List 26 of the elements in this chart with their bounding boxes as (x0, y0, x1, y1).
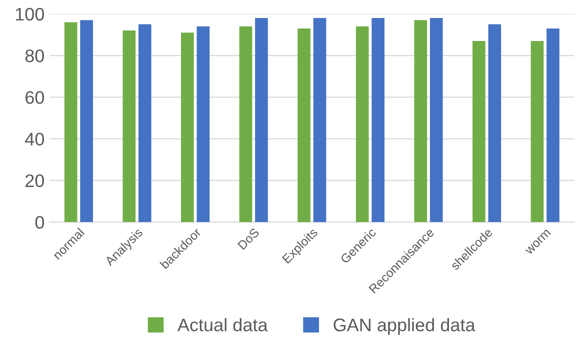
bar (356, 26, 369, 222)
y-tick-label: 60 (26, 91, 44, 104)
bar (430, 18, 443, 222)
bar (546, 28, 560, 222)
legend-label: GAN applied data (334, 318, 476, 335)
bar (313, 18, 326, 222)
bar (488, 24, 502, 222)
bar (196, 26, 210, 222)
bar (372, 18, 384, 222)
bar (530, 40, 544, 222)
bar (181, 32, 194, 222)
y-tick-label: 20 (26, 174, 44, 188)
legend-label: Actual data (177, 318, 268, 332)
bar (64, 22, 78, 222)
bar (298, 28, 310, 222)
bar (414, 20, 428, 222)
y-tick-label: 40 (25, 132, 44, 146)
bar (255, 18, 268, 222)
bar (122, 30, 136, 222)
bar (138, 24, 152, 222)
y-tick-label: 0 (35, 216, 44, 229)
bar (239, 26, 252, 222)
y-tick-label: 100 (16, 8, 44, 21)
y-tick-label: 80 (25, 49, 44, 62)
bar (80, 20, 93, 222)
bar (472, 40, 486, 222)
